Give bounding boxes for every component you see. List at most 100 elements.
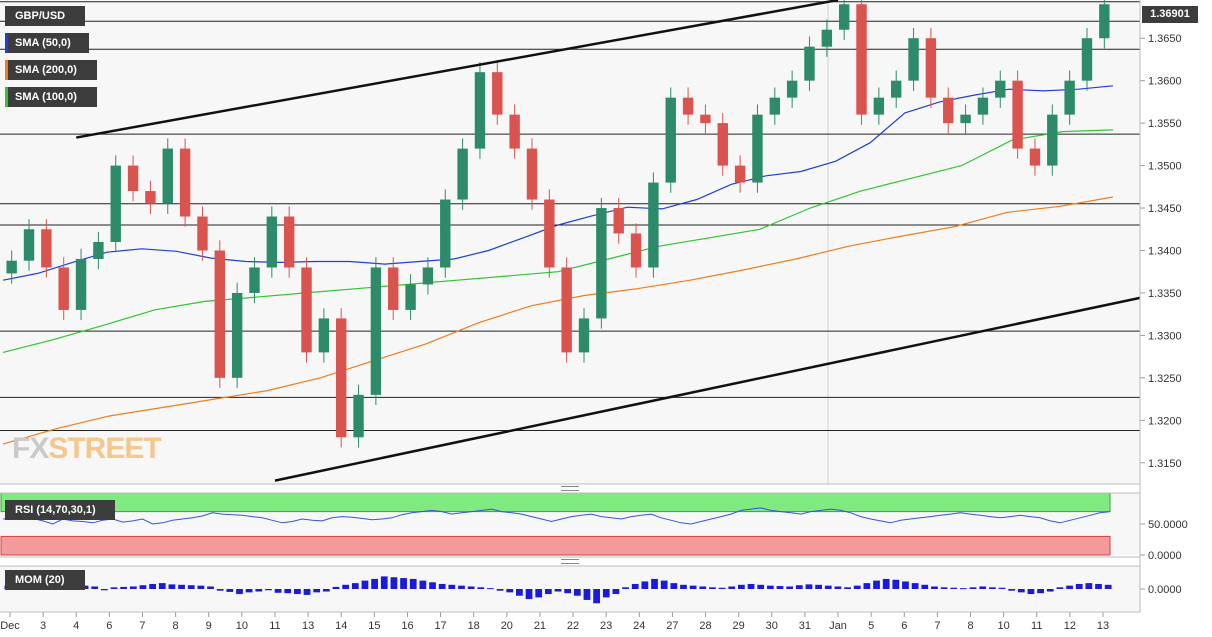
candle-body bbox=[422, 267, 434, 285]
legend-sma200-label: SMA (200,0) bbox=[15, 64, 77, 76]
candle-body bbox=[856, 4, 867, 115]
time-tick-label: 7 bbox=[934, 620, 940, 632]
time-tick-label: 3 bbox=[40, 620, 46, 632]
momentum-bar bbox=[1095, 583, 1102, 589]
legend-instrument[interactable]: GBP/USD bbox=[5, 6, 85, 26]
momentum-bar bbox=[477, 587, 485, 589]
legend-sma50-label: SMA (50,0) bbox=[15, 37, 71, 49]
sma-line bbox=[2, 85, 1114, 281]
time-tick-label: 30 bbox=[766, 620, 778, 632]
candle-body bbox=[336, 318, 347, 438]
legend-swatch bbox=[5, 500, 8, 520]
candle-body bbox=[1047, 114, 1058, 166]
momentum-bar bbox=[776, 586, 784, 589]
legend-mom[interactable]: MOM (20) bbox=[5, 570, 85, 590]
time-tick-label: 10 bbox=[236, 620, 248, 632]
candle-body bbox=[75, 258, 87, 310]
legend-mom-label: MOM (20) bbox=[15, 574, 65, 586]
time-tick-label: 23 bbox=[600, 620, 612, 632]
momentum-bar bbox=[429, 582, 436, 589]
momentum-bar bbox=[892, 579, 900, 589]
momentum-bar bbox=[940, 587, 948, 589]
momentum-bar bbox=[882, 578, 890, 589]
momentum-bar bbox=[824, 585, 832, 589]
candle-body bbox=[457, 148, 468, 200]
momentum-bar bbox=[158, 583, 166, 589]
momentum-bar bbox=[525, 589, 533, 600]
rsi-pane bbox=[0, 492, 1111, 556]
legend-rsi[interactable]: RSI (14,70,30,1) bbox=[5, 500, 115, 520]
candle-body bbox=[1064, 80, 1075, 115]
trendline bbox=[274, 296, 1141, 482]
momentum-bar bbox=[226, 589, 234, 592]
momentum-bar bbox=[187, 585, 195, 589]
legend-instrument-label: GBP/USD bbox=[15, 10, 66, 22]
time-tick-label: 20 bbox=[501, 620, 513, 632]
pane-resize-handle[interactable] bbox=[561, 559, 579, 564]
momentum-bar bbox=[593, 589, 600, 604]
candle-body bbox=[786, 80, 798, 98]
candle-body bbox=[648, 182, 659, 268]
time-tick-label: 28 bbox=[699, 620, 711, 632]
momentum-bar bbox=[81, 585, 89, 589]
rsi-tick-label: 0.0000 bbox=[1148, 550, 1182, 562]
momentum-bar bbox=[216, 589, 224, 591]
momentum-bar bbox=[1027, 589, 1035, 595]
candle-body bbox=[752, 114, 763, 183]
momentum-bar bbox=[100, 589, 108, 591]
time-tick-label: 9 bbox=[206, 620, 212, 632]
time-axis: Dec 3 4 6 7 8 9 10 11 13 14 15 16 17 18 20 21 22 23 24 27 28 2… bbox=[0, 612, 1109, 632]
rsi-line bbox=[2, 507, 1111, 525]
momentum-bar bbox=[390, 577, 398, 589]
legend-sma50[interactable]: SMA (50,0) bbox=[5, 33, 89, 53]
momentum-bar bbox=[631, 583, 639, 589]
candle-body bbox=[370, 267, 382, 395]
candle-body bbox=[943, 97, 954, 124]
time-tick-label: Dec bbox=[0, 620, 20, 632]
momentum-bar bbox=[496, 589, 504, 591]
candle-body bbox=[474, 72, 486, 149]
time-tick-label: Jan bbox=[829, 620, 847, 632]
momentum-bar bbox=[786, 586, 794, 589]
momentum-bar bbox=[409, 578, 417, 589]
candle-body bbox=[179, 148, 191, 217]
momentum-bar bbox=[168, 584, 176, 589]
time-tick-label: 10 bbox=[998, 620, 1010, 632]
momentum-bar bbox=[747, 583, 755, 589]
momentum-bar bbox=[738, 584, 745, 589]
time-tick-label: 15 bbox=[368, 620, 380, 632]
candle-body bbox=[214, 250, 225, 378]
momentum-bar bbox=[602, 589, 610, 598]
price-axis: 1.3650 1.3600 1.3550 1.3500 1.3450 1.3400 1.33… bbox=[1140, 33, 1182, 470]
candle-body bbox=[1081, 38, 1093, 81]
momentum-bar bbox=[969, 587, 977, 589]
candle-body bbox=[891, 80, 902, 98]
pane-resize-handle[interactable] bbox=[561, 486, 579, 491]
price-tick-label: 1.3650 bbox=[1148, 33, 1182, 45]
candle-body bbox=[197, 216, 208, 251]
moving-averages bbox=[2, 85, 1114, 445]
sma-line bbox=[2, 196, 1114, 445]
candle-body bbox=[127, 165, 139, 192]
momentum-bar bbox=[110, 587, 118, 589]
candles bbox=[6, 0, 1110, 448]
time-tick-label: 27 bbox=[666, 620, 678, 632]
trendlines bbox=[76, 0, 1141, 482]
momentum-bar bbox=[728, 586, 736, 589]
momentum-bar bbox=[834, 586, 842, 589]
momentum-bar bbox=[699, 586, 707, 589]
momentum-bar bbox=[1104, 584, 1112, 589]
candle-body bbox=[804, 46, 815, 81]
momentum-bar bbox=[255, 589, 263, 592]
legend-sma200[interactable]: SMA (200,0) bbox=[5, 60, 97, 80]
time-tick-label: 4 bbox=[73, 620, 79, 632]
sma200-swatch bbox=[5, 60, 8, 80]
momentum-bar bbox=[902, 581, 909, 589]
legend-sma100[interactable]: SMA (100,0) bbox=[5, 87, 97, 107]
candle-body bbox=[873, 97, 885, 115]
momentum-bar bbox=[380, 576, 388, 589]
candle-body bbox=[509, 114, 520, 149]
momentum-bar bbox=[506, 589, 514, 593]
time-tick-label: 18 bbox=[468, 620, 480, 632]
